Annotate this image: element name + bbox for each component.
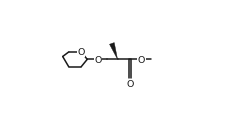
Text: O: O bbox=[77, 48, 85, 57]
Text: O: O bbox=[95, 55, 102, 64]
Text: O: O bbox=[126, 80, 134, 88]
Polygon shape bbox=[110, 43, 117, 60]
Text: O: O bbox=[138, 55, 145, 64]
